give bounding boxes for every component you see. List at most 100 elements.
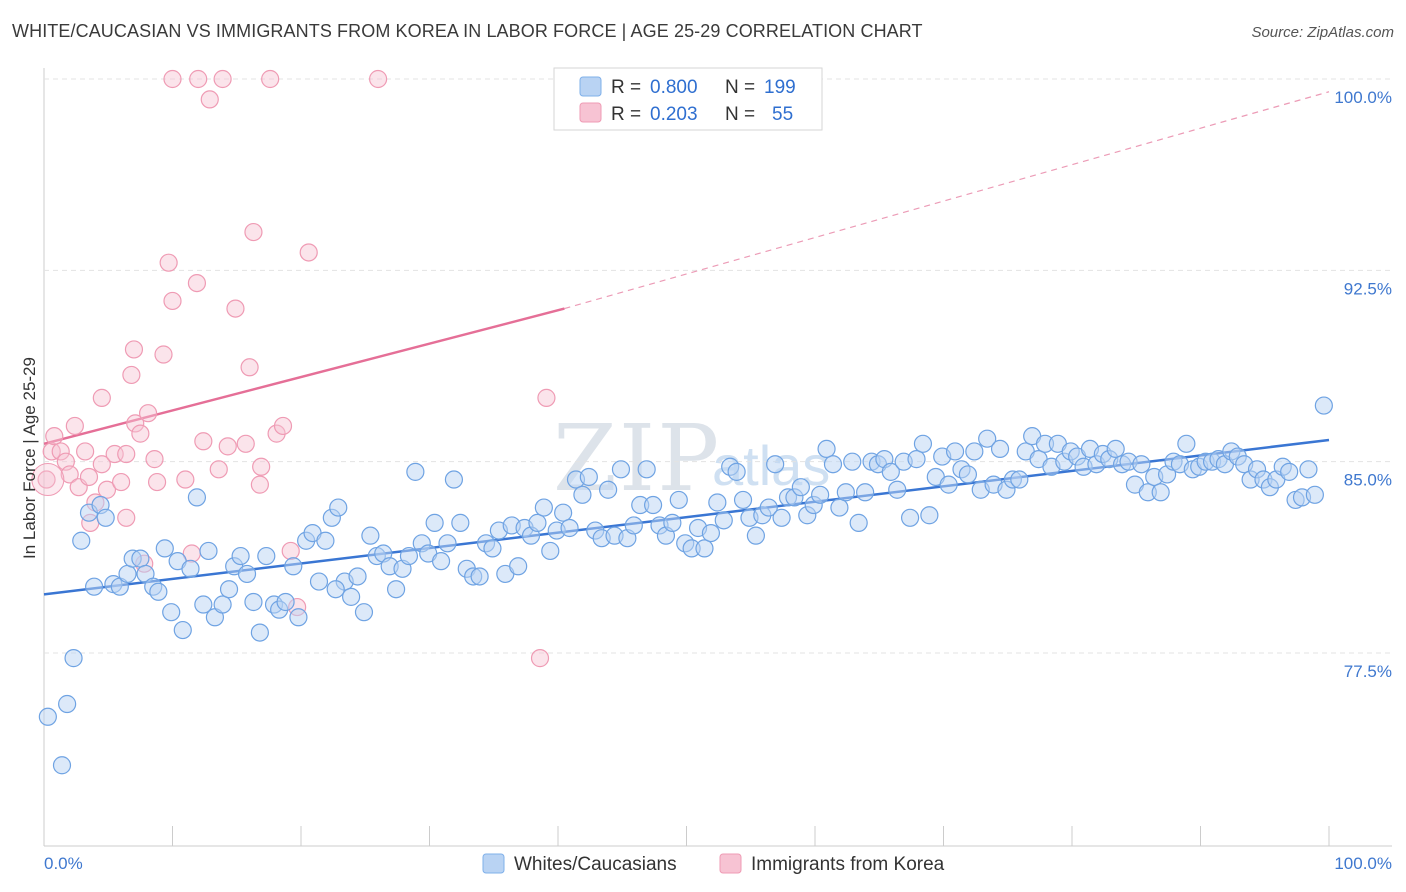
korea-point: [111, 472, 131, 492]
white-point: [276, 592, 295, 612]
white-point: [149, 582, 168, 601]
korea-point: [236, 434, 255, 453]
korea-point: [92, 388, 111, 407]
white-point: [284, 557, 303, 576]
white-point: [611, 460, 631, 479]
white-point: [1305, 485, 1324, 504]
white-point: [1177, 434, 1196, 453]
korea-point: [45, 427, 64, 446]
white-point: [199, 541, 218, 561]
korea-point: [159, 253, 178, 272]
legend-n-value-korea: 55: [772, 104, 793, 125]
white-point: [856, 483, 875, 502]
korea-point: [299, 243, 318, 262]
white-point: [316, 531, 335, 550]
white-point: [939, 475, 958, 494]
white-point: [791, 478, 810, 497]
legend-swatch-whites: [579, 76, 602, 97]
white-point: [843, 452, 862, 471]
white-point: [72, 531, 91, 550]
white-point: [560, 518, 579, 538]
korea-point: [51, 442, 70, 461]
korea-point: [194, 432, 213, 451]
white-point: [746, 526, 765, 545]
korea-point: [209, 460, 228, 479]
white-point: [573, 485, 592, 504]
y-axis-label: In Labor Force | Age 25-29: [20, 357, 39, 559]
white-point: [958, 465, 978, 484]
korea-point: [76, 442, 95, 461]
legend-swatch-korea: [579, 102, 602, 123]
white-point: [579, 467, 598, 487]
white-point: [900, 508, 920, 527]
korea-point: [60, 465, 79, 484]
trend-line-korea: [43, 307, 565, 446]
white-point: [162, 603, 181, 622]
legend-n-value-whites: 199: [764, 77, 796, 98]
legend-n-label-korea: N =: [725, 104, 755, 125]
white-point: [669, 490, 688, 510]
white-point: [907, 450, 926, 469]
korea-point: [131, 424, 150, 443]
korea-point: [117, 444, 136, 464]
korea-point: [281, 541, 300, 561]
white-point: [237, 564, 257, 584]
white-point: [52, 756, 72, 775]
korea-point: [200, 90, 219, 109]
white-point: [554, 503, 573, 522]
white-point: [64, 649, 83, 668]
korea-point: [79, 467, 99, 487]
white-point: [181, 559, 200, 578]
trend-line-korea-extension: [564, 91, 1330, 310]
white-point: [965, 442, 984, 461]
white-point: [1106, 439, 1125, 459]
bottom-legend-label-korea: Immigrants from Korea: [751, 854, 945, 875]
white-point: [96, 508, 115, 527]
white-point: [361, 526, 380, 545]
korea-point: [537, 388, 556, 407]
bottom-legend-label-whites: Whites/Caucasians: [514, 854, 677, 875]
white-point: [836, 483, 855, 502]
korea-point: [250, 475, 269, 494]
white-point: [849, 513, 868, 532]
korea-point: [124, 340, 144, 359]
y-tick-labels: 100.0% 92.5% 85.0% 77.5%: [1334, 88, 1392, 681]
chart-title: WHITE/CAUCASIAN VS IMMIGRANTS FROM KOREA…: [12, 21, 923, 41]
white-point: [534, 498, 553, 517]
korea-point: [163, 291, 182, 311]
korea-point: [163, 69, 182, 89]
white-point: [1151, 483, 1170, 502]
white-point: [695, 539, 714, 558]
white-point: [1280, 462, 1299, 481]
legend-n-label-whites: N =: [725, 77, 755, 98]
white-point: [708, 493, 727, 512]
white-point: [1010, 470, 1029, 489]
korea-point: [37, 470, 56, 489]
korea-point: [530, 649, 550, 668]
white-point: [714, 511, 733, 530]
korea-point: [145, 450, 164, 469]
white-point: [881, 462, 900, 481]
white-point: [772, 508, 791, 527]
x-tick-label-right: 100.0%: [1334, 854, 1392, 873]
korea-point: [138, 404, 158, 423]
white-point: [309, 572, 329, 591]
white-point: [173, 620, 192, 640]
white-point: [194, 595, 213, 614]
white-point: [913, 434, 933, 453]
trend-lines: [43, 91, 1330, 596]
white-point: [1299, 460, 1318, 479]
white-point: [541, 541, 560, 561]
white-point: [348, 567, 367, 586]
x-ticks: [43, 826, 1330, 846]
white-point: [342, 587, 361, 606]
white-point: [85, 577, 104, 596]
white-point: [250, 623, 269, 642]
korea-point: [218, 437, 237, 456]
legend-r-label-whites: R =: [611, 77, 641, 98]
white-point: [888, 480, 907, 499]
legend-r-value-whites: 0.800: [650, 77, 698, 98]
white-point: [213, 595, 232, 614]
y-tick-label: 100.0%: [1334, 88, 1392, 107]
white-point: [830, 498, 849, 517]
